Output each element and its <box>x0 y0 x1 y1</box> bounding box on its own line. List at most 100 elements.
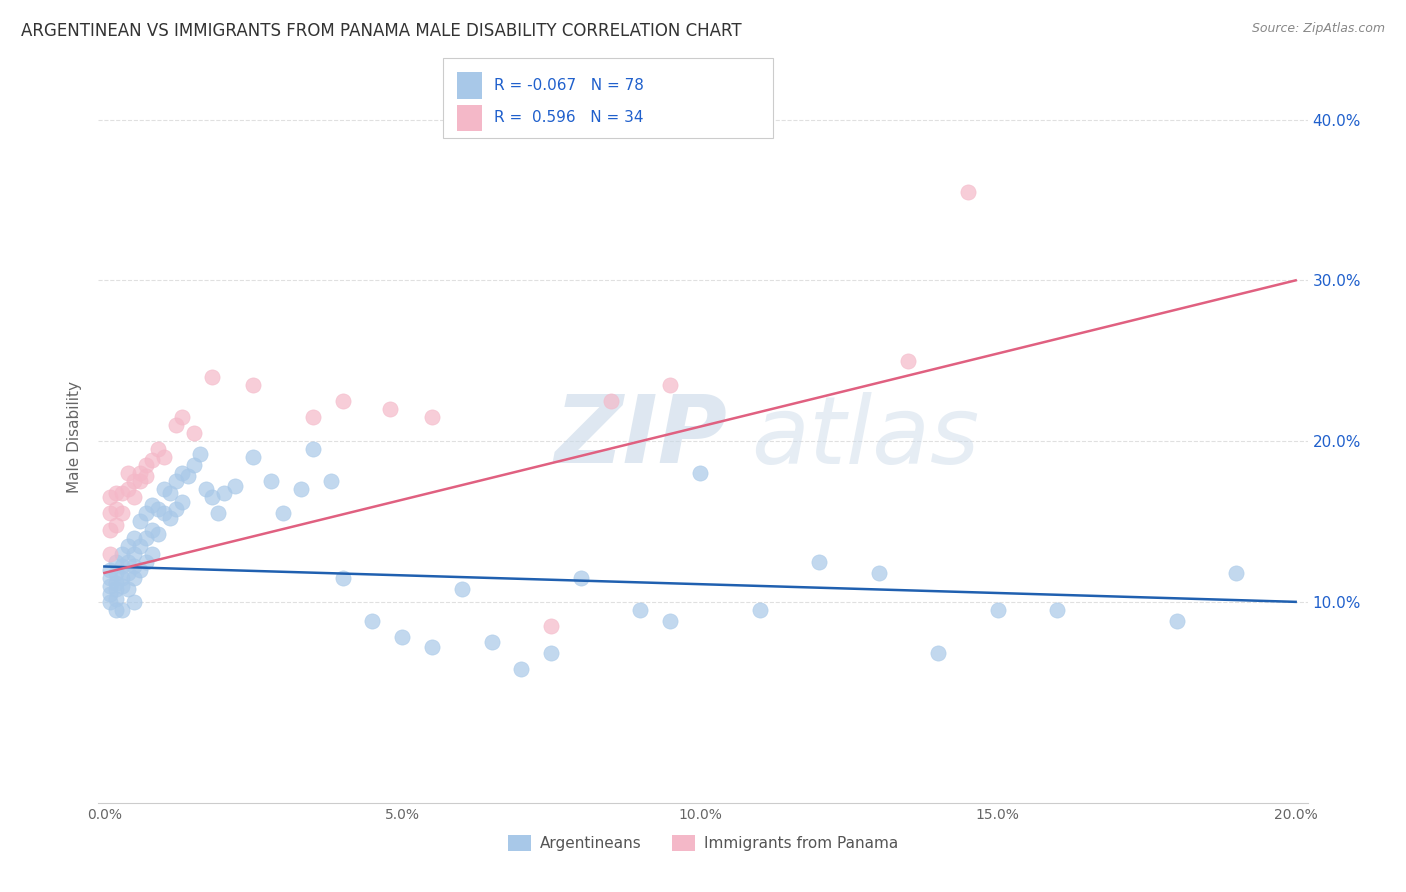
Point <box>957 185 980 199</box>
Point <box>183 458 205 473</box>
Point <box>105 566 128 580</box>
Point <box>141 499 163 513</box>
Point <box>302 442 325 457</box>
Point <box>868 566 890 580</box>
Point <box>122 559 145 574</box>
Point <box>122 491 145 505</box>
Point <box>271 507 294 521</box>
Point <box>98 491 121 505</box>
Point <box>159 485 181 500</box>
Point <box>141 453 163 467</box>
Point <box>659 614 682 628</box>
Point <box>420 409 443 424</box>
Point <box>599 393 621 408</box>
Point <box>302 409 325 424</box>
Legend: Argentineans, Immigrants from Panama: Argentineans, Immigrants from Panama <box>502 830 904 857</box>
Point <box>200 369 222 384</box>
Point <box>111 547 134 561</box>
Point <box>380 401 402 416</box>
Point <box>183 425 205 440</box>
Point <box>135 458 157 473</box>
Point <box>98 587 121 601</box>
Point <box>117 582 139 596</box>
Point <box>141 547 163 561</box>
Point <box>98 523 121 537</box>
Point <box>105 575 128 590</box>
Point <box>170 467 193 481</box>
Point <box>165 501 187 516</box>
Point <box>129 475 152 489</box>
Point <box>510 662 533 676</box>
Point <box>129 467 152 481</box>
Point <box>569 571 592 585</box>
Point <box>153 450 176 465</box>
Point <box>129 563 152 577</box>
Point <box>105 555 128 569</box>
Point <box>927 646 949 660</box>
Point <box>153 507 176 521</box>
Point <box>111 507 134 521</box>
Point <box>808 555 831 569</box>
Point <box>689 467 711 481</box>
Point <box>319 475 342 489</box>
Point <box>105 582 128 596</box>
Point <box>122 531 145 545</box>
Point <box>540 646 562 660</box>
Point <box>481 635 503 649</box>
Point <box>332 393 354 408</box>
Point <box>1046 603 1069 617</box>
Point <box>98 579 121 593</box>
Point <box>170 495 193 509</box>
Point <box>98 547 121 561</box>
Point <box>146 501 169 516</box>
Point <box>117 555 139 569</box>
Point <box>105 603 128 617</box>
Point <box>165 417 187 432</box>
Point <box>135 531 157 545</box>
Point <box>242 450 264 465</box>
Point <box>117 483 139 497</box>
Text: ARGENTINEAN VS IMMIGRANTS FROM PANAMA MALE DISABILITY CORRELATION CHART: ARGENTINEAN VS IMMIGRANTS FROM PANAMA MA… <box>21 22 742 40</box>
Point <box>224 479 246 493</box>
Point <box>117 566 139 580</box>
Point <box>194 483 217 497</box>
Point <box>122 475 145 489</box>
Point <box>141 523 163 537</box>
Point <box>105 591 128 606</box>
Point <box>332 571 354 585</box>
Y-axis label: Male Disability: Male Disability <box>67 381 83 493</box>
Point <box>105 485 128 500</box>
Point <box>212 485 235 500</box>
Point <box>1225 566 1247 580</box>
Point <box>146 442 169 457</box>
Text: Source: ZipAtlas.com: Source: ZipAtlas.com <box>1251 22 1385 36</box>
Point <box>105 501 128 516</box>
Point <box>207 507 229 521</box>
Point <box>129 539 152 553</box>
Point <box>420 640 443 654</box>
Point <box>659 377 682 392</box>
Point <box>987 603 1010 617</box>
Point <box>135 469 157 483</box>
Text: ZIP: ZIP <box>554 391 727 483</box>
Point <box>450 582 472 596</box>
Point <box>98 563 121 577</box>
Point <box>188 447 211 461</box>
Point <box>361 614 384 628</box>
Point <box>111 559 134 574</box>
Point <box>200 491 222 505</box>
Point <box>177 469 200 483</box>
Point <box>1166 614 1188 628</box>
Point <box>117 467 139 481</box>
Point <box>129 515 152 529</box>
Point <box>98 595 121 609</box>
Text: atlas: atlas <box>751 392 980 483</box>
Point <box>748 603 770 617</box>
Point <box>391 630 413 644</box>
Point <box>117 539 139 553</box>
Point <box>111 571 134 585</box>
Point <box>165 475 187 489</box>
Text: R =  0.596   N = 34: R = 0.596 N = 34 <box>494 111 643 126</box>
Point <box>122 547 145 561</box>
Point <box>170 409 193 424</box>
